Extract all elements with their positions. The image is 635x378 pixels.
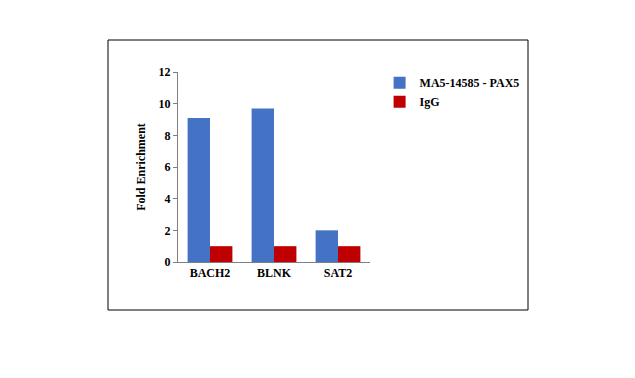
- svg-text:Fold Enrichment: Fold Enrichment: [134, 123, 148, 211]
- svg-text:IgG: IgG: [420, 95, 440, 109]
- svg-text:SAT2: SAT2: [324, 266, 352, 280]
- svg-text:10: 10: [159, 97, 171, 111]
- svg-text:0: 0: [165, 255, 171, 269]
- svg-text:6: 6: [165, 160, 171, 174]
- svg-text:BACH2: BACH2: [190, 266, 231, 280]
- svg-text:8: 8: [165, 129, 171, 143]
- svg-text:4: 4: [165, 192, 171, 206]
- svg-text:MA5-14585 - PAX5: MA5-14585 - PAX5: [420, 76, 520, 90]
- svg-text:BLNK: BLNK: [257, 266, 292, 280]
- svg-text:12: 12: [159, 65, 171, 79]
- svg-text:2: 2: [165, 224, 171, 238]
